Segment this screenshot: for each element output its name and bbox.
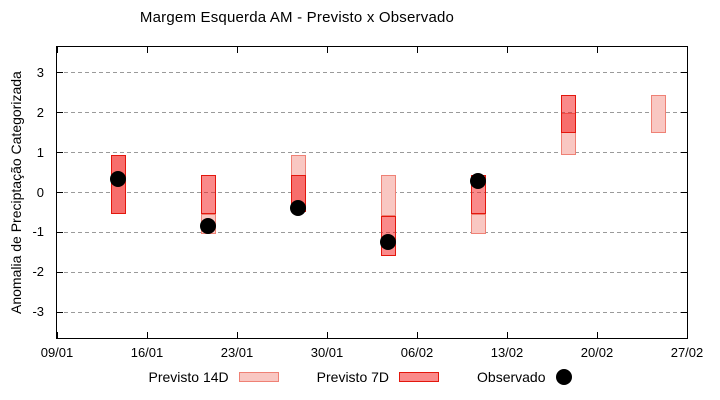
x-tick-mark bbox=[596, 47, 598, 53]
gridline bbox=[57, 152, 687, 154]
x-tick-mark bbox=[56, 332, 58, 338]
x-tick-label: 20/02 bbox=[580, 345, 614, 360]
previsto-14d-bar bbox=[650, 94, 666, 133]
legend-dot-observado bbox=[555, 369, 572, 385]
observado-point bbox=[110, 170, 127, 187]
gridline bbox=[57, 72, 687, 74]
x-tick-label: 06/02 bbox=[400, 345, 434, 360]
y-tick-mark bbox=[681, 192, 687, 193]
y-tick-mark bbox=[681, 271, 687, 273]
x-tick-mark bbox=[416, 332, 418, 338]
x-tick-mark bbox=[236, 47, 238, 53]
legend-label: Observado bbox=[477, 369, 546, 385]
y-tick-mark bbox=[681, 311, 687, 313]
y-tick-mark bbox=[57, 112, 63, 114]
x-tick-mark bbox=[686, 332, 688, 338]
observado-point bbox=[290, 200, 307, 217]
gridline bbox=[57, 311, 687, 313]
x-tick-mark bbox=[506, 47, 508, 53]
y-tick-mark bbox=[681, 112, 687, 114]
previsto-14d-bar bbox=[470, 214, 486, 235]
y-tick-label: -1 bbox=[32, 224, 44, 240]
y-tick-label: 1 bbox=[36, 144, 44, 160]
y-tick-label: -2 bbox=[32, 264, 44, 280]
y-tick-mark bbox=[681, 152, 687, 154]
x-tick-label: 09/01 bbox=[40, 345, 74, 360]
plot-area bbox=[56, 46, 688, 339]
y-tick-mark bbox=[57, 192, 63, 193]
y-tick-mark bbox=[681, 231, 687, 233]
previsto-7d-bar bbox=[560, 94, 576, 133]
x-tick-mark bbox=[326, 47, 328, 53]
y-tick-label: 3 bbox=[36, 64, 44, 80]
observado-point bbox=[380, 234, 397, 251]
legend-item: Observado bbox=[477, 369, 572, 385]
legend-item: Previsto 14D bbox=[149, 369, 279, 385]
x-tick-mark bbox=[236, 332, 238, 338]
x-tick-label: 23/01 bbox=[220, 345, 254, 360]
observado-point bbox=[470, 172, 487, 189]
gridline bbox=[57, 112, 687, 114]
x-tick-label: 13/02 bbox=[490, 345, 524, 360]
x-tick-label: 27/02 bbox=[670, 345, 704, 360]
y-tick-label: 2 bbox=[36, 104, 44, 120]
chart-title: Margem Esquerda AM - Previsto x Observad… bbox=[139, 9, 455, 26]
x-tick-mark bbox=[686, 47, 688, 53]
gridline bbox=[57, 192, 687, 193]
legend-swatch-previsto-7d bbox=[399, 372, 440, 382]
previsto-7d-bar bbox=[200, 174, 216, 215]
y-tick-mark bbox=[57, 72, 63, 74]
legend-label: Previsto 7D bbox=[316, 369, 390, 385]
x-tick-label: 16/01 bbox=[130, 345, 164, 360]
legend-item: Previsto 7D bbox=[316, 369, 440, 385]
x-tick-mark bbox=[506, 332, 508, 338]
x-tick-mark bbox=[56, 47, 58, 53]
legend: Previsto 14D Previsto 7D Observado bbox=[0, 363, 720, 391]
x-tick-mark bbox=[326, 332, 328, 338]
gridline bbox=[57, 231, 687, 233]
y-tick-mark bbox=[57, 152, 63, 154]
gridline bbox=[57, 271, 687, 273]
x-tick-mark bbox=[146, 332, 148, 338]
x-tick-mark bbox=[416, 47, 418, 53]
y-tick-label: 0 bbox=[36, 184, 44, 200]
x-tick-label: 30/01 bbox=[310, 345, 344, 360]
x-tick-mark bbox=[596, 332, 598, 338]
previsto-14d-bar bbox=[380, 174, 396, 217]
legend-label: Previsto 14D bbox=[148, 369, 229, 385]
y-tick-label: -3 bbox=[32, 304, 44, 320]
observado-point bbox=[200, 218, 217, 235]
y-tick-mark bbox=[57, 311, 63, 313]
y-tick-mark bbox=[57, 271, 63, 273]
x-tick-mark bbox=[146, 47, 148, 53]
y-tick-mark bbox=[681, 72, 687, 74]
y-tick-mark bbox=[57, 231, 63, 233]
legend-swatch-previsto-14d bbox=[238, 372, 279, 382]
